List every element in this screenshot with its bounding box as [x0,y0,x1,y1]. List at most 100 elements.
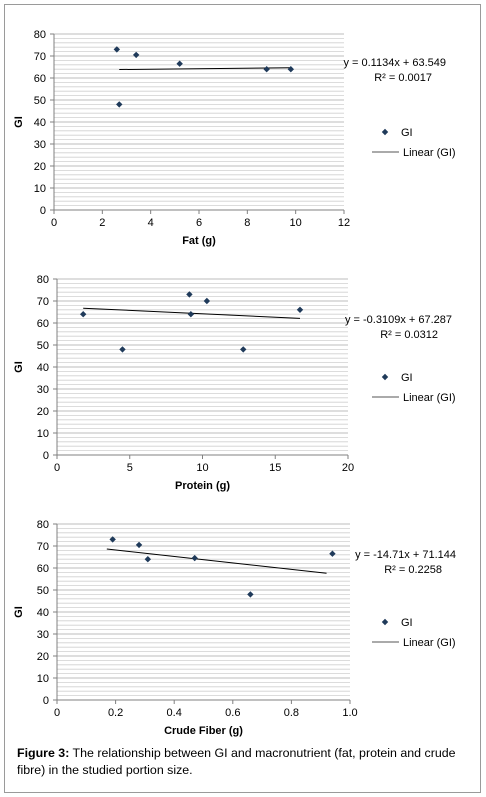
fat-x-tick-label: 0 [51,217,57,229]
crude-fiber-x-tick-label: 0.6 [225,707,240,719]
crude-fiber-x-tick-label: 0.2 [108,707,123,719]
crude-fiber-x-tick-label: 0.8 [284,707,299,719]
crude-fiber-gridlines [57,523,350,697]
crude-fiber-y-tick-label: 10 [37,673,49,685]
protein-y-tick-label: 10 [37,428,49,440]
fat-x-tick-label: 6 [196,217,202,229]
protein-x-axis-title: Protein (g) [175,480,230,492]
crude-fiber-y-axis-title: GI [13,606,25,618]
protein-y-tick-label: 30 [37,384,49,396]
fat-data-point [113,46,121,53]
protein-data-point [79,311,87,318]
protein-equation-label: y = -0.3109x + 67.287 [345,314,452,326]
fat-r2-label: R² = 0.0017 [374,72,432,84]
fat-trendline [119,67,291,71]
crude-fiber-y-tick-label: 30 [37,629,49,641]
fat-y-tick-label: 60 [34,73,46,85]
protein-data-point [296,306,304,313]
protein-r2-label: R² = 0.0312 [380,329,438,341]
fat-x-axis-title: Fat (g) [182,235,216,247]
protein-x-tick-label: 10 [196,462,208,474]
fat-gridlines [54,33,344,207]
fat-data-point [287,66,295,73]
fat-data-point [116,101,123,108]
crude-fiber-x-tick-label: 0.4 [167,707,182,719]
figure-caption: Figure 3: The relationship between GI an… [17,745,469,779]
fat-y-tick-label: 40 [34,117,46,129]
fat-data-point [176,60,183,67]
fat-legend-trend-label: Linear (GI) [403,147,456,159]
fat-data-point [132,51,140,59]
crude-fiber-data-point [191,554,198,562]
fat-x-tick-label: 2 [99,217,105,229]
fat-y-tick-label: 0 [40,205,46,217]
protein-y-axis-title: GI [13,361,25,373]
protein-x-tick-label: 15 [269,462,281,474]
crude-fiber-y-tick-label: 0 [43,695,49,707]
fat-y-tick-label: 30 [34,139,46,151]
protein-x-tick-label: 0 [54,462,60,474]
protein-y-tick-label: 60 [37,318,49,330]
fat-data-point [263,66,270,73]
fat-equation-label: y = 0.1134x + 63.549 [343,57,446,69]
crude-fiber-gi-chart: 0 10 20 30 40 50 60 70 80 0 0.2 0.4 0.6 0.8 1.0 Crude F… [13,519,456,737]
fat-y-tick-label: 80 [34,29,46,41]
fat-y-tick-label: 50 [34,95,46,107]
crude-fiber-y-tick-label: 60 [37,563,49,575]
crude-fiber-y-tick-label: 70 [37,541,49,553]
legend-marker-icon [381,618,389,626]
crude-fiber-data-point [144,556,152,563]
crude-fiber-y-tick-label: 50 [37,585,49,597]
fat-legend: GI Linear (GI) [372,127,456,159]
legend-marker-icon [381,373,389,381]
protein-gridlines [57,278,348,452]
crude-fiber-r2-label: R² = 0.2258 [384,564,442,576]
protein-y-tick-label: 40 [37,362,49,374]
protein-data-point [186,291,193,298]
protein-data-point [119,346,126,353]
caption-text: The relationship between GI and macronut… [17,746,456,777]
legend-marker-icon [381,128,389,136]
protein-y-tick-label: 20 [37,406,49,418]
protein-y-tick-label: 0 [43,450,49,462]
fat-legend-series-label: GI [401,127,413,139]
fat-x-tick-label: 10 [290,217,302,229]
crude-fiber-legend: GI Linear (GI) [372,617,456,649]
crude-fiber-legend-trend-label: Linear (GI) [403,637,456,649]
fat-y-tick-label: 10 [34,183,46,195]
fat-y-tick-label: 20 [34,161,46,173]
fat-x-tick-label: 8 [244,217,250,229]
crude-fiber-x-axis-title: Crude Fiber (g) [164,725,243,737]
protein-x-tick-label: 20 [342,462,354,474]
fat-x-tick-label: 4 [148,217,154,229]
figure-frame [4,4,481,793]
fat-y-axis-title: GI [13,116,25,128]
crude-fiber-y-tick-label: 40 [37,607,49,619]
caption-label: Figure 3: [17,746,70,760]
crude-fiber-y-tick-label: 20 [37,651,49,663]
crude-fiber-x-tick-label: 0 [54,707,60,719]
protein-legend: GI Linear (GI) [372,372,456,404]
crude-fiber-y-tick-label: 80 [37,519,49,531]
crude-fiber-legend-series-label: GI [401,617,413,629]
protein-data-point [187,311,195,318]
crude-fiber-x-tick-label: 1.0 [342,707,357,719]
protein-y-tick-label: 80 [37,274,49,286]
crude-fiber-data-point [247,591,254,598]
protein-gi-chart: 0 10 20 30 40 50 60 70 80 0 5 10 15 20 Protein (g) GI y … [13,274,456,492]
crude-fiber-trendline [106,548,327,574]
fat-y-tick-label: 70 [34,51,46,63]
crude-fiber-data-point [135,541,143,549]
protein-legend-trend-label: Linear (GI) [403,392,456,404]
crude-fiber-equation-label: y = -14.71x + 71.144 [355,549,456,561]
fat-x-tick-label: 12 [338,217,350,229]
crude-fiber-data-point [329,550,336,557]
protein-legend-series-label: GI [401,372,413,384]
protein-data-point [203,297,211,305]
protein-y-tick-label: 50 [37,340,49,352]
protein-x-tick-label: 5 [127,462,133,474]
protein-y-tick-label: 70 [37,296,49,308]
protein-data-point [240,346,247,353]
fat-gi-chart: 0 10 20 30 40 50 60 70 80 0 2 4 6 8 10 12 Fat (g) GI y = 0… [13,29,456,247]
